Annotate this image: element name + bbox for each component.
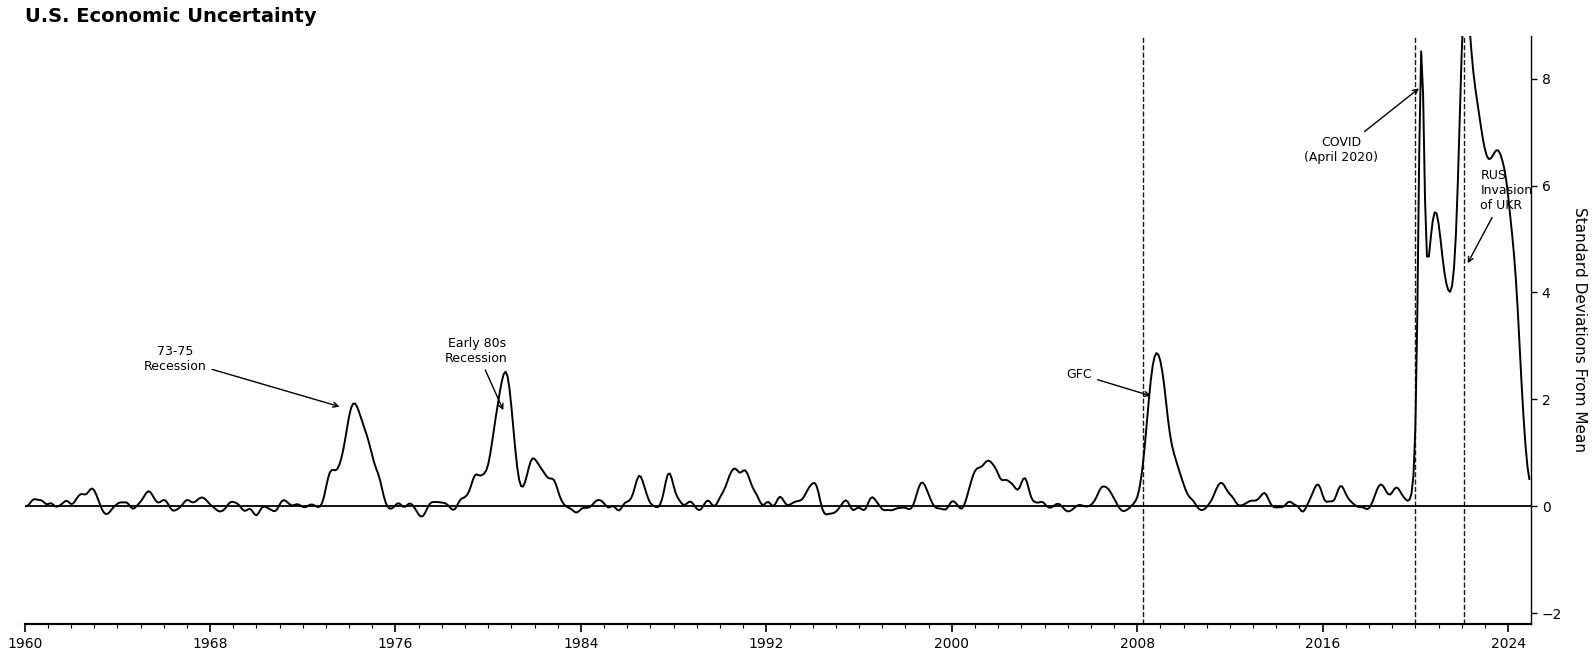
Text: U.S. Economic Uncertainty: U.S. Economic Uncertainty [24, 7, 316, 26]
Text: GFC: GFC [1066, 368, 1149, 396]
Text: RUS
Invasion
of UKR: RUS Invasion of UKR [1468, 169, 1532, 262]
Y-axis label: Standard Deviations From Mean: Standard Deviations From Mean [1572, 207, 1588, 452]
Text: 73-75
Recession: 73-75 Recession [143, 345, 338, 407]
Text: Early 80s
Recession: Early 80s Recession [445, 337, 508, 409]
Text: COVID
(April 2020): COVID (April 2020) [1304, 89, 1417, 164]
